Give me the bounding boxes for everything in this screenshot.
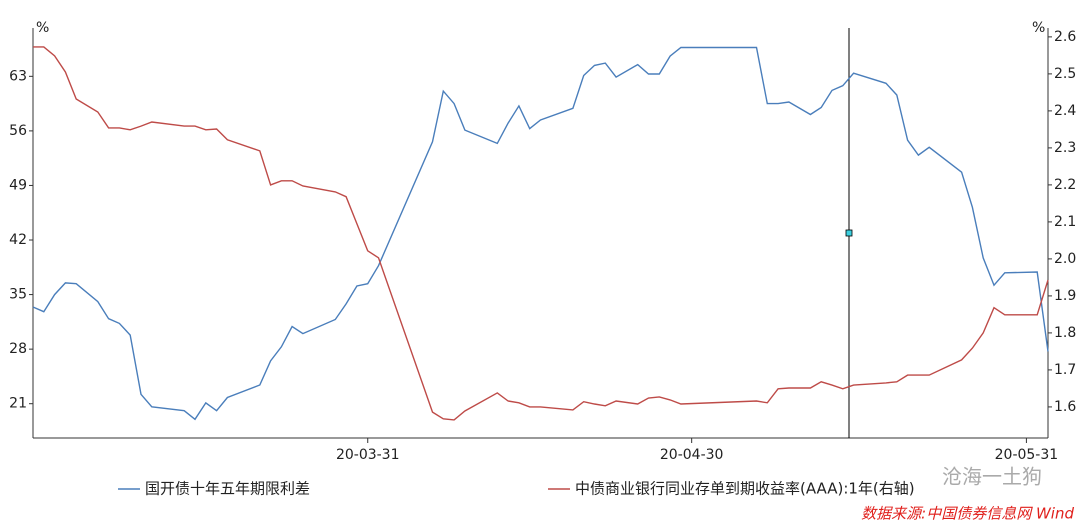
y2-tick-label: 2.6 <box>1054 29 1076 45</box>
source-note: 数据来源:中国债券信息网 Wind <box>861 505 1074 523</box>
y-tick-label: 35 <box>9 287 27 303</box>
series-line <box>32 46 1049 421</box>
y-tick-label: 42 <box>9 232 27 248</box>
y-tick-label: 28 <box>9 341 27 357</box>
legend-label: 国开债十年五年期限利差 <box>145 480 310 498</box>
y2-tick-label: 2.2 <box>1054 177 1076 193</box>
y2-tick-label: 2.0 <box>1054 251 1076 267</box>
y-tick-label: 21 <box>9 396 27 412</box>
y2-tick-label: 2.4 <box>1054 103 1076 119</box>
y2-tick-label: 2.3 <box>1054 140 1076 156</box>
y2-tick-label: 1.9 <box>1054 288 1076 304</box>
x-tick-label: 20-04-30 <box>660 447 724 463</box>
y2-tick-label: 1.7 <box>1054 362 1076 378</box>
y2-tick-label: 2.1 <box>1054 214 1076 230</box>
x-tick-label: 20-03-31 <box>336 447 400 463</box>
y-tick-label: 63 <box>9 68 27 84</box>
series-line <box>33 46 1049 421</box>
y2-axis-label: % <box>1032 20 1045 36</box>
y-tick-label: 49 <box>9 177 27 193</box>
y2-tick-label: 2.5 <box>1054 66 1076 82</box>
watermark: 沧海一土狗 <box>942 465 1042 489</box>
y-tick-label: 56 <box>9 123 27 139</box>
y2-tick-label: 1.8 <box>1054 325 1076 341</box>
legend-label: 中债商业银行同业存单到期收益率(AAA):1年(右轴) <box>575 480 915 498</box>
cursor-marker <box>845 229 853 237</box>
y-axis-label: % <box>36 20 49 36</box>
y2-tick-label: 1.6 <box>1054 399 1076 415</box>
x-tick-label: 20-05-31 <box>995 447 1059 463</box>
